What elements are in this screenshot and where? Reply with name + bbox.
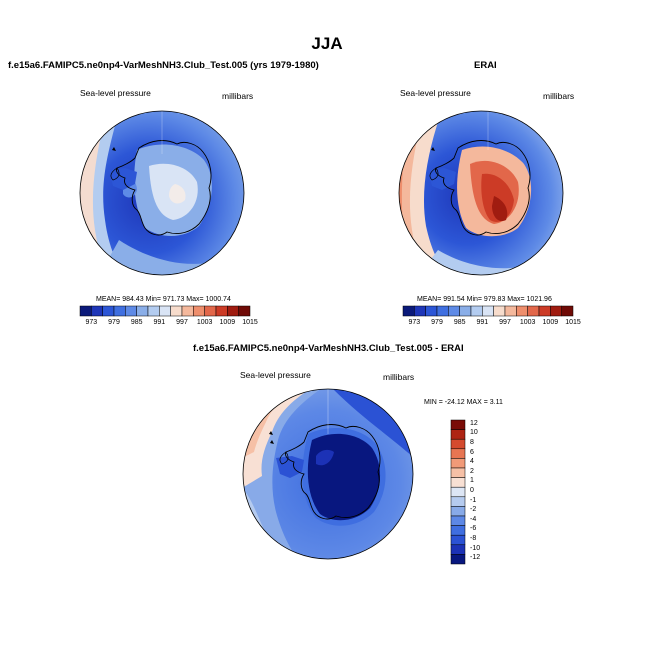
colorbar-swatch (170, 305, 183, 317)
colorbar-tick-label: 2 (470, 467, 474, 475)
colorbar-swatch (450, 534, 466, 546)
panel-1-units-label: millibars (222, 91, 254, 101)
colorbar-tick-label: 973 (85, 319, 98, 326)
panel-3-stats: MIN = -24.12 MAX = 3.11 (424, 399, 503, 406)
colorbar-tick-label: 1015 (565, 319, 581, 326)
colorbar-swatch (450, 506, 466, 517)
panel-3-title: f.e15a6.FAMIPC5.ne0np4-VarMeshNH3.Club_T… (193, 343, 464, 354)
colorbar-swatch (159, 305, 171, 317)
colorbar-tick-label: 1015 (242, 319, 258, 326)
colorbar-swatch (450, 448, 466, 459)
panel-3-colorbar-ticks: 12 10 8 6 4 2 1 0 -1 -2 -4 -6 -8 -10 -12 (468, 420, 498, 564)
colorbar-swatch (450, 496, 466, 507)
colorbar-tick-label: 4 (470, 458, 474, 466)
colorbar-swatch (504, 305, 517, 317)
panel-3-variable-label: Sea-level pressure (240, 370, 311, 380)
colorbar-swatch (482, 305, 494, 317)
colorbar-tick-label: -4 (470, 515, 477, 523)
colorbar-swatch (181, 305, 194, 317)
colorbar-tick-label: -12 (470, 554, 481, 562)
colorbar-tick-label: 985 (130, 319, 143, 326)
colorbar-swatch (450, 467, 466, 478)
colorbar-swatch (79, 305, 92, 317)
colorbar-swatch (91, 305, 103, 317)
panel-1-colorbar-ticks: 973 979 985 991 997 1003 1009 1015 (80, 319, 257, 329)
panel-2-colorbar-ticks: 973 979 985 991 997 1003 1009 1015 (403, 319, 580, 329)
colorbar-swatch (450, 525, 466, 536)
colorbar-swatch (193, 305, 205, 317)
colorbar-swatch (204, 305, 217, 317)
colorbar-tick-label: -1 (470, 496, 477, 504)
colorbar-swatch (215, 305, 228, 317)
panel-2-units-label: millibars (543, 91, 575, 101)
panel-2-title: ERAI (474, 60, 497, 71)
colorbar-swatch (450, 554, 466, 565)
colorbar-tick-label: 12 (470, 419, 478, 427)
colorbar-swatch (414, 305, 426, 317)
panel-1-variable-label: Sea-level pressure (80, 88, 151, 98)
page-title: JJA (311, 34, 343, 53)
panel-2-variable-label: Sea-level pressure (400, 88, 471, 98)
colorbar-swatch (125, 305, 137, 317)
colorbar-tick-label: 1009 (219, 319, 236, 326)
colorbar-tick-label: 997 (176, 319, 188, 326)
panel-2-colorbar (402, 305, 574, 317)
colorbar-swatch (450, 429, 466, 440)
panel-3-polar-map (242, 388, 414, 560)
colorbar-swatch (493, 305, 506, 317)
colorbar-tick-label: 979 (108, 319, 120, 326)
colorbar-swatch (527, 305, 540, 317)
colorbar-swatch (459, 305, 472, 317)
colorbar-swatch (450, 515, 466, 526)
colorbar-tick-label: -8 (470, 535, 477, 542)
colorbar-swatch (470, 305, 483, 317)
colorbar-swatch (448, 305, 460, 317)
panel-1-polar-map (79, 110, 245, 276)
colorbar-tick-label: -2 (470, 506, 477, 514)
colorbar-swatch (538, 305, 551, 317)
colorbar-tick-label: 1003 (519, 319, 536, 326)
colorbar-tick-label: 991 (476, 319, 489, 326)
colorbar-tick-label: 1003 (196, 319, 213, 326)
colorbar-tick-label: -10 (470, 544, 481, 552)
colorbar-swatch (136, 305, 149, 317)
colorbar-tick-label: 1 (470, 477, 474, 485)
colorbar-tick-label: 985 (453, 319, 466, 326)
colorbar-tick-label: 991 (153, 319, 166, 326)
colorbar-tick-label: 8 (470, 439, 474, 446)
panel-2-polar-map (398, 110, 564, 276)
colorbar-swatch (238, 305, 251, 317)
colorbar-swatch (113, 305, 126, 317)
colorbar-tick-label: 997 (499, 319, 511, 326)
colorbar-swatch (147, 305, 160, 317)
colorbar-tick-label: 973 (408, 319, 421, 326)
panel-1-colorbar (79, 305, 251, 317)
colorbar-swatch (102, 305, 115, 317)
panel-1-title: f.e15a6.FAMIPC5.ne0np4-VarMeshNH3.Club_T… (8, 60, 319, 71)
colorbar-tick-label: 6 (470, 448, 474, 456)
colorbar-swatch (450, 458, 466, 469)
colorbar-tick-label: 10 (470, 429, 478, 437)
colorbar-swatch (550, 305, 562, 317)
colorbar-swatch (561, 305, 574, 317)
panel-3-units-label: millibars (383, 372, 415, 382)
colorbar-tick-label: 1009 (542, 319, 559, 326)
colorbar-tick-label: 979 (431, 319, 443, 326)
colorbar-swatch (227, 305, 239, 317)
panel-3-colorbar (450, 419, 466, 565)
colorbar-swatch (450, 438, 466, 450)
colorbar-tick-label: 0 (470, 487, 474, 494)
colorbar-swatch (425, 305, 438, 317)
colorbar-swatch (450, 419, 466, 430)
panel-1-stats: MEAN= 984.43 Min= 971.73 Max= 1000.74 (96, 296, 231, 303)
colorbar-swatch (450, 544, 466, 555)
colorbar-tick-label: -6 (470, 525, 477, 533)
panel-2-stats: MEAN= 991.54 Min= 979.83 Max= 1021.96 (417, 296, 552, 303)
colorbar-swatch (436, 305, 449, 317)
colorbar-swatch (450, 477, 466, 488)
colorbar-swatch (402, 305, 415, 317)
colorbar-swatch (450, 486, 466, 498)
colorbar-swatch (516, 305, 528, 317)
